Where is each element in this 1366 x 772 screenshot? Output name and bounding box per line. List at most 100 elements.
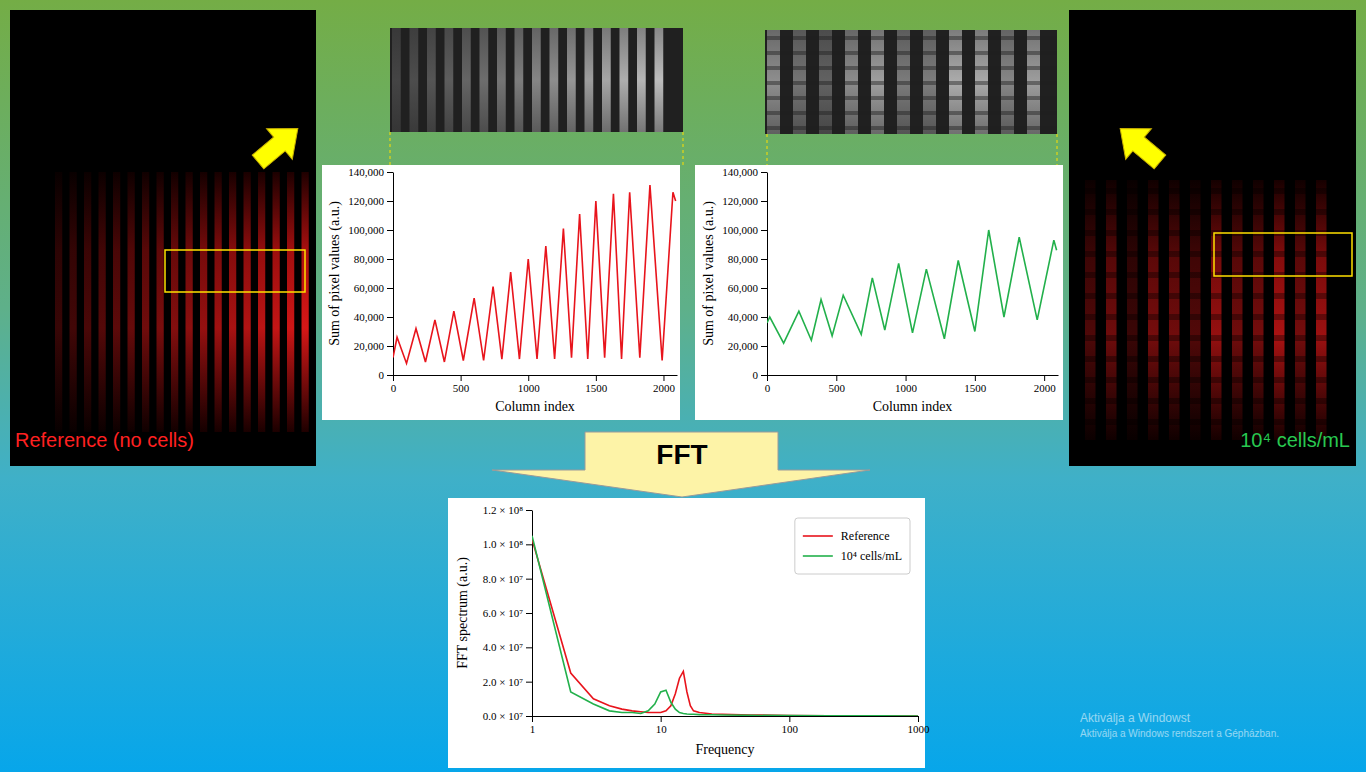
tick-label: 10 [656, 723, 668, 735]
tick: 0 [379, 369, 394, 381]
speckle-band [1085, 293, 1356, 299]
tick-label: 20,000 [354, 340, 385, 352]
inset-fringe [410, 28, 419, 132]
tick-label: 0 [753, 369, 759, 381]
tick-label: 120,000 [348, 195, 384, 207]
y-axis: 020,00040,00060,00080,000100,000120,0001… [348, 166, 393, 381]
inset-fringe [602, 28, 611, 132]
watermark: Aktiválja a Windows rendszert a Gépházba… [1080, 728, 1279, 739]
plot-area [393, 185, 676, 363]
inset-ground [390, 28, 683, 132]
fringe [171, 172, 178, 432]
photo-ground [10, 10, 316, 466]
tick-mark [596, 375, 597, 381]
x-axis: 1101001000 [530, 716, 930, 735]
tick-mark [661, 716, 662, 722]
chart-panel [695, 165, 1063, 420]
tick-label: 60,000 [728, 282, 759, 294]
plot-area [767, 230, 1057, 343]
legend-swatch [803, 555, 833, 557]
tick-mark [975, 375, 976, 381]
axis-line [394, 375, 678, 376]
inset-fringe [532, 28, 541, 132]
tick-label: 100,000 [348, 224, 384, 236]
tick-mark [526, 579, 532, 580]
y-axis-title: FFT spectrum (a.u.) [455, 557, 471, 669]
tick-label: 500 [829, 382, 846, 394]
tick-label: 140,000 [348, 166, 384, 178]
fringe [273, 172, 280, 432]
fringe [302, 172, 309, 432]
inset-fringe [497, 28, 506, 132]
tick-mark [393, 375, 394, 381]
fringe [157, 172, 164, 432]
fringe [142, 172, 149, 432]
fringe [287, 172, 294, 432]
legend-label: 10⁴ cells/mL [841, 549, 902, 563]
tick-mark [387, 172, 393, 173]
tick-label: 60,000 [354, 282, 385, 294]
tick: 40,000 [728, 311, 767, 323]
tick-mark [387, 288, 393, 289]
tick: 60,000 [728, 282, 767, 294]
tick-label: 1000 [518, 382, 541, 394]
chart-panel [322, 165, 680, 420]
tick-label: 1.2 × 10⁸ [483, 504, 523, 516]
speckle-band [1085, 356, 1356, 362]
tick: 100 [782, 716, 799, 735]
x-axis-title: Column index [873, 399, 953, 414]
tick: 6.0 × 10⁷ [483, 607, 532, 619]
tick-label: 0 [379, 369, 385, 381]
fft-arrow [492, 432, 870, 497]
series-line [393, 185, 676, 363]
slide: FFTReference (no cells)10⁴ cells/mLAktiv… [0, 0, 1366, 772]
inset-speckle [765, 36, 1057, 40]
tick-label: 1500 [964, 382, 987, 394]
tick: 1500 [964, 375, 987, 394]
tick-label: 0.0 × 10⁷ [483, 710, 523, 722]
zoom-inset [390, 28, 683, 132]
inset-fringe [515, 28, 524, 132]
inset-fringe [655, 28, 664, 132]
tick-mark [761, 288, 767, 289]
speckle-band [1085, 419, 1356, 425]
inset-fringe [585, 28, 594, 132]
tick: 1500 [585, 375, 608, 394]
tick: 1000 [895, 375, 918, 394]
tick-mark [918, 716, 919, 722]
tick-label: 100,000 [722, 224, 758, 236]
tick: 20,000 [354, 340, 393, 352]
tick: 120,000 [722, 195, 767, 207]
tick: 500 [453, 375, 470, 394]
tick-label: 120,000 [722, 195, 758, 207]
tick: 8.0 × 10⁷ [483, 573, 532, 585]
inset-speckle [765, 51, 1057, 55]
chart: 11010010000.0 × 10⁷2.0 × 10⁷4.0 × 10⁷6.0… [448, 498, 930, 768]
tick-label: 8.0 × 10⁷ [483, 573, 523, 585]
background [0, 0, 1366, 772]
roi-box [1214, 233, 1352, 276]
tick-mark [387, 317, 393, 318]
roi-box [165, 250, 305, 292]
photo-ground [1069, 10, 1356, 466]
tick-label: 140,000 [722, 166, 758, 178]
tick: 80,000 [354, 253, 393, 265]
tick-label: 1 [530, 723, 536, 735]
fringe [244, 172, 251, 432]
tick-label: 40,000 [728, 311, 759, 323]
tick: 120,000 [348, 195, 393, 207]
tick-label: 2000 [653, 382, 676, 394]
tick-mark [387, 259, 393, 260]
tick-label: 100 [782, 723, 799, 735]
panel-label: Reference (no cells) [15, 429, 194, 451]
cells-photo [1069, 10, 1356, 466]
tick-mark [526, 613, 532, 614]
speckle-band [1085, 314, 1356, 320]
tick-label: 500 [453, 382, 470, 394]
tick: 140,000 [348, 166, 393, 178]
tick-label: 80,000 [354, 253, 385, 265]
tick-mark [1044, 375, 1045, 381]
inset-speckle [765, 66, 1057, 70]
tick-label: 20,000 [728, 340, 759, 352]
tick-mark [461, 375, 462, 381]
